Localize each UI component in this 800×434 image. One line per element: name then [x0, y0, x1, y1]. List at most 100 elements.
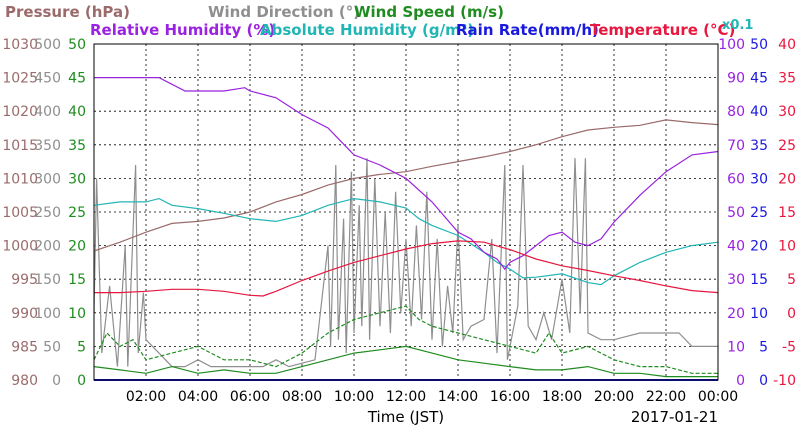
axis-tick-temperature: 10 [778, 239, 796, 255]
series-temperature-c [94, 240, 719, 297]
axis-tick-wind-speed: 30 [68, 171, 86, 187]
axis-tick-pressure: 1015 [2, 138, 38, 154]
legend-wind-direction: Wind Direction (°) [208, 3, 360, 21]
axis-tick-wind-direction: 150 [34, 272, 61, 288]
axis-tick-wind-speed: 15 [68, 272, 86, 288]
axis-tick-relative-humidity: 60 [727, 171, 745, 187]
axis-tick-relative-humidity: 10 [727, 339, 745, 355]
axis-tick-relative-humidity: 0 [736, 373, 745, 389]
axis-tick-wind-direction: 450 [34, 71, 61, 87]
series-wind-direction [93, 158, 718, 368]
x-tick-label: 06:00 [230, 389, 270, 405]
x-tick-label: 18:00 [542, 389, 582, 405]
axis-tick-wind-direction: 300 [34, 171, 61, 187]
legend-temperature: Temperature (°C) [590, 21, 735, 39]
axis-tick-pressure: 1010 [2, 171, 38, 187]
axis-tick-wind-speed: 35 [68, 138, 86, 154]
x-tick-label: 00:00 [698, 389, 738, 405]
left-axes: 9809859909951000100510101015102010251030… [2, 37, 86, 389]
series-absolute-humidity-g-m [93, 197, 719, 286]
axis-tick-relative-humidity: 40 [727, 239, 745, 255]
axis-tick-wind-direction: 500 [34, 37, 61, 53]
axis-tick-rain-rate: 15 [750, 272, 768, 288]
axis-tick-wind-speed: 40 [68, 104, 86, 120]
axis-tick-temperature: 40 [778, 37, 796, 53]
axis-tick-wind-speed: 50 [68, 37, 86, 53]
x-tick-label: 12:00 [386, 389, 426, 405]
axis-tick-pressure: 995 [11, 272, 38, 288]
axis-tick-wind-direction: 100 [34, 306, 61, 322]
axis-tick-temperature: 15 [778, 205, 796, 221]
x-tick-label: 08:00 [282, 389, 322, 405]
axis-tick-rain-rate: 45 [750, 71, 768, 87]
legend-wind-speed: Wind Speed (m/s) [354, 3, 504, 21]
x-tick-label: 20:00 [594, 389, 634, 405]
legend-scale-note: x0.1 [722, 18, 753, 33]
x-tick-label: 04:00 [178, 389, 218, 405]
axis-tick-pressure: 980 [11, 373, 38, 389]
legend-pressure: Pressure (hPa) [5, 3, 130, 21]
legend-rain-rate: Rain Rate(mm/h) [456, 21, 599, 39]
axis-tick-pressure: 985 [11, 339, 38, 355]
right-axes: 0102030405060708090100051015202530354045… [718, 37, 796, 389]
axis-tick-wind-direction: 0 [52, 373, 61, 389]
x-tick-label: 10:00 [334, 389, 374, 405]
axis-tick-relative-humidity: 30 [727, 272, 745, 288]
axis-tick-rain-rate: 25 [750, 205, 768, 221]
axis-tick-wind-speed: 45 [68, 71, 86, 87]
axis-tick-wind-direction: 350 [34, 138, 61, 154]
axis-tick-wind-direction: 250 [34, 205, 61, 221]
chart-date: 2017-01-21 [631, 408, 718, 426]
axis-tick-relative-humidity: 70 [727, 138, 745, 154]
axis-tick-rain-rate: 35 [750, 138, 768, 154]
x-tick-label: 14:00 [438, 389, 478, 405]
axis-tick-temperature: 0 [787, 306, 796, 322]
axis-tick-rain-rate: 40 [750, 104, 768, 120]
axis-tick-rain-rate: 20 [750, 239, 768, 255]
axis-tick-temperature: 35 [778, 71, 796, 87]
axis-tick-temperature: -5 [782, 339, 796, 355]
axis-tick-rain-rate: 30 [750, 171, 768, 187]
axis-tick-relative-humidity: 50 [727, 205, 745, 221]
series-wind-speed-m-s [93, 345, 718, 378]
legend: Pressure (hPa) Wind Direction (°) Wind S… [5, 3, 753, 39]
axis-tick-wind-direction: 400 [34, 104, 61, 120]
axis-tick-pressure: 990 [11, 306, 38, 322]
axis-tick-relative-humidity: 90 [727, 71, 745, 87]
x-tick-label: 02:00 [126, 389, 166, 405]
axis-tick-wind-speed: 10 [68, 306, 86, 322]
series-wind-speed-gust [93, 305, 718, 374]
x-axis: 02:00 04:00 06:00 08:00 10:00 12:00 14:00 16:00… [126, 389, 738, 405]
axis-tick-wind-speed: 5 [77, 339, 86, 355]
x-axis-title: Time (JST) [367, 408, 444, 426]
axis-tick-wind-direction: 50 [43, 339, 61, 355]
axis-tick-rain-rate: 0 [759, 373, 768, 389]
axis-tick-pressure: 1025 [2, 71, 38, 87]
axis-tick-wind-speed: 20 [68, 239, 86, 255]
axis-tick-rain-rate: 5 [759, 339, 768, 355]
x-tick-label: 16:00 [490, 389, 530, 405]
legend-absolute-humidity: Absolute Humidity (g/m³) [260, 21, 474, 39]
axis-tick-temperature: 5 [787, 272, 796, 288]
axis-tick-wind-speed: 0 [77, 373, 86, 389]
axis-tick-pressure: 1005 [2, 205, 38, 221]
legend-relative-humidity: Relative Humidity (%) [90, 21, 275, 39]
axis-tick-temperature: -10 [773, 373, 796, 389]
axis-tick-temperature: 20 [778, 171, 796, 187]
plot-frame [93, 43, 719, 381]
axis-tick-relative-humidity: 100 [718, 37, 745, 53]
axis-tick-pressure: 1000 [2, 239, 38, 255]
axis-tick-pressure: 1020 [2, 104, 38, 120]
series-pressure-hpa [93, 119, 719, 252]
axis-tick-temperature: 25 [778, 138, 796, 154]
axis-tick-relative-humidity: 20 [727, 306, 745, 322]
axis-tick-rain-rate: 50 [750, 37, 768, 53]
axis-tick-rain-rate: 10 [750, 306, 768, 322]
x-tick-label: 22:00 [646, 389, 686, 405]
axis-tick-pressure: 1030 [2, 37, 38, 53]
axis-tick-relative-humidity: 80 [727, 104, 745, 120]
series-relative-humidity [94, 76, 719, 271]
axis-tick-temperature: 30 [778, 104, 796, 120]
axis-tick-wind-direction: 200 [34, 239, 61, 255]
